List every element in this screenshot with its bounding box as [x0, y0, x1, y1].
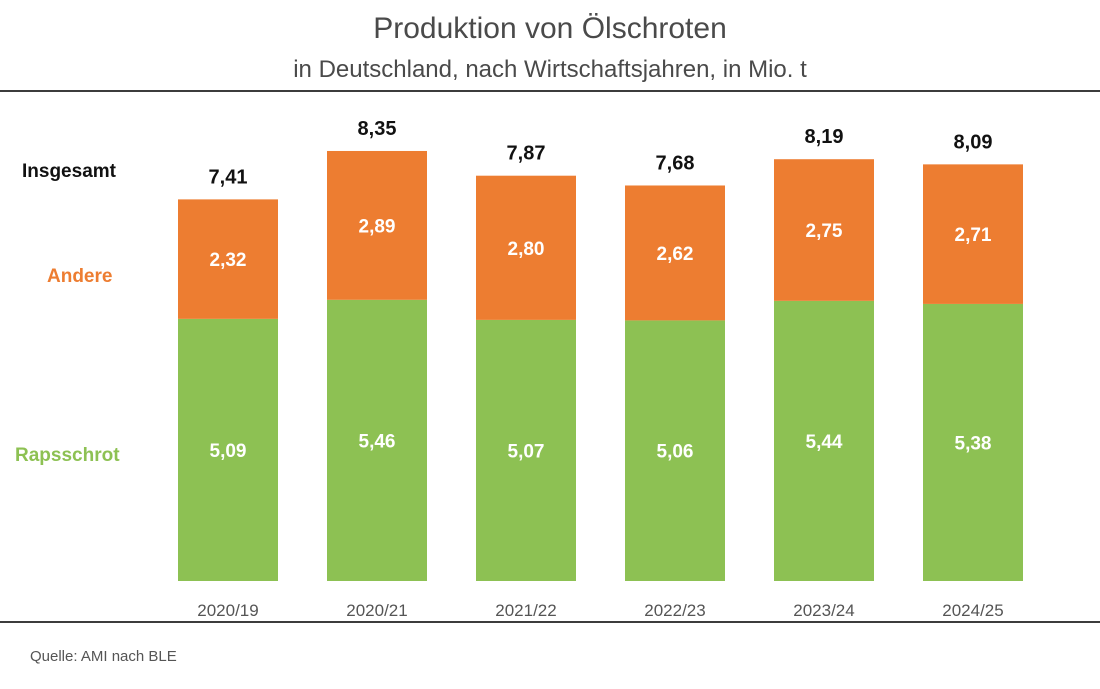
- bar-rapsschrot-5: [774, 300, 874, 581]
- bar-rapsschrot-1: [178, 318, 278, 581]
- x-tick-label-2: 2020/21: [346, 601, 407, 620]
- bar-rapsschrot-6: [923, 303, 1023, 581]
- x-tick-label-4: 2022/23: [644, 601, 705, 620]
- value-label-total-1: 7,41: [209, 166, 248, 188]
- legend-rapsschrot: Rapsschrot: [15, 445, 120, 466]
- bar-andere-4: [625, 185, 725, 321]
- x-tick-label-1: 2020/19: [197, 601, 258, 620]
- bar-rapsschrot-2: [327, 299, 427, 581]
- bar-andere-2: [327, 150, 427, 300]
- bar-andere-3: [476, 175, 576, 320]
- value-label-rapsschrot-2: 5,46: [359, 431, 396, 452]
- value-label-rapsschrot-5: 5,44: [806, 432, 843, 453]
- value-label-andere-6: 2,71: [955, 225, 992, 246]
- value-label-rapsschrot-4: 5,06: [657, 442, 694, 463]
- value-label-andere-2: 2,89: [359, 216, 396, 237]
- bar-andere-6: [923, 164, 1023, 304]
- legend-insgesamt: Insgesamt: [22, 161, 117, 182]
- chart-title: Produktion von Ölschroten: [373, 12, 727, 45]
- bar-andere-5: [774, 159, 874, 301]
- value-label-rapsschrot-1: 5,09: [210, 441, 247, 462]
- bar-rapsschrot-4: [625, 320, 725, 581]
- bar-andere-1: [178, 199, 278, 319]
- value-label-total-3: 7,87: [507, 143, 546, 165]
- value-label-total-5: 8,19: [805, 126, 844, 148]
- value-label-rapsschrot-6: 5,38: [955, 433, 992, 454]
- value-label-andere-5: 2,75: [806, 221, 843, 242]
- value-label-andere-1: 2,32: [210, 250, 247, 271]
- top-divider: [0, 90, 1100, 92]
- value-label-andere-3: 2,80: [508, 239, 545, 260]
- x-tick-label-6: 2024/25: [942, 601, 1003, 620]
- value-label-andere-4: 2,62: [657, 244, 694, 265]
- bar-rapsschrot-3: [476, 319, 576, 581]
- legend-andere: Andere: [47, 266, 112, 287]
- source-note: Quelle: AMI nach BLE: [30, 648, 177, 665]
- value-label-total-2: 8,35: [358, 118, 397, 140]
- bottom-divider: [0, 621, 1100, 623]
- value-label-total-4: 7,68: [656, 152, 695, 174]
- x-tick-label-5: 2023/24: [793, 601, 854, 620]
- value-label-rapsschrot-3: 5,07: [508, 441, 545, 462]
- x-tick-label-3: 2021/22: [495, 601, 556, 620]
- chart-subtitle: in Deutschland, nach Wirtschaftsjahren, …: [293, 56, 807, 83]
- value-label-total-6: 8,09: [954, 131, 993, 153]
